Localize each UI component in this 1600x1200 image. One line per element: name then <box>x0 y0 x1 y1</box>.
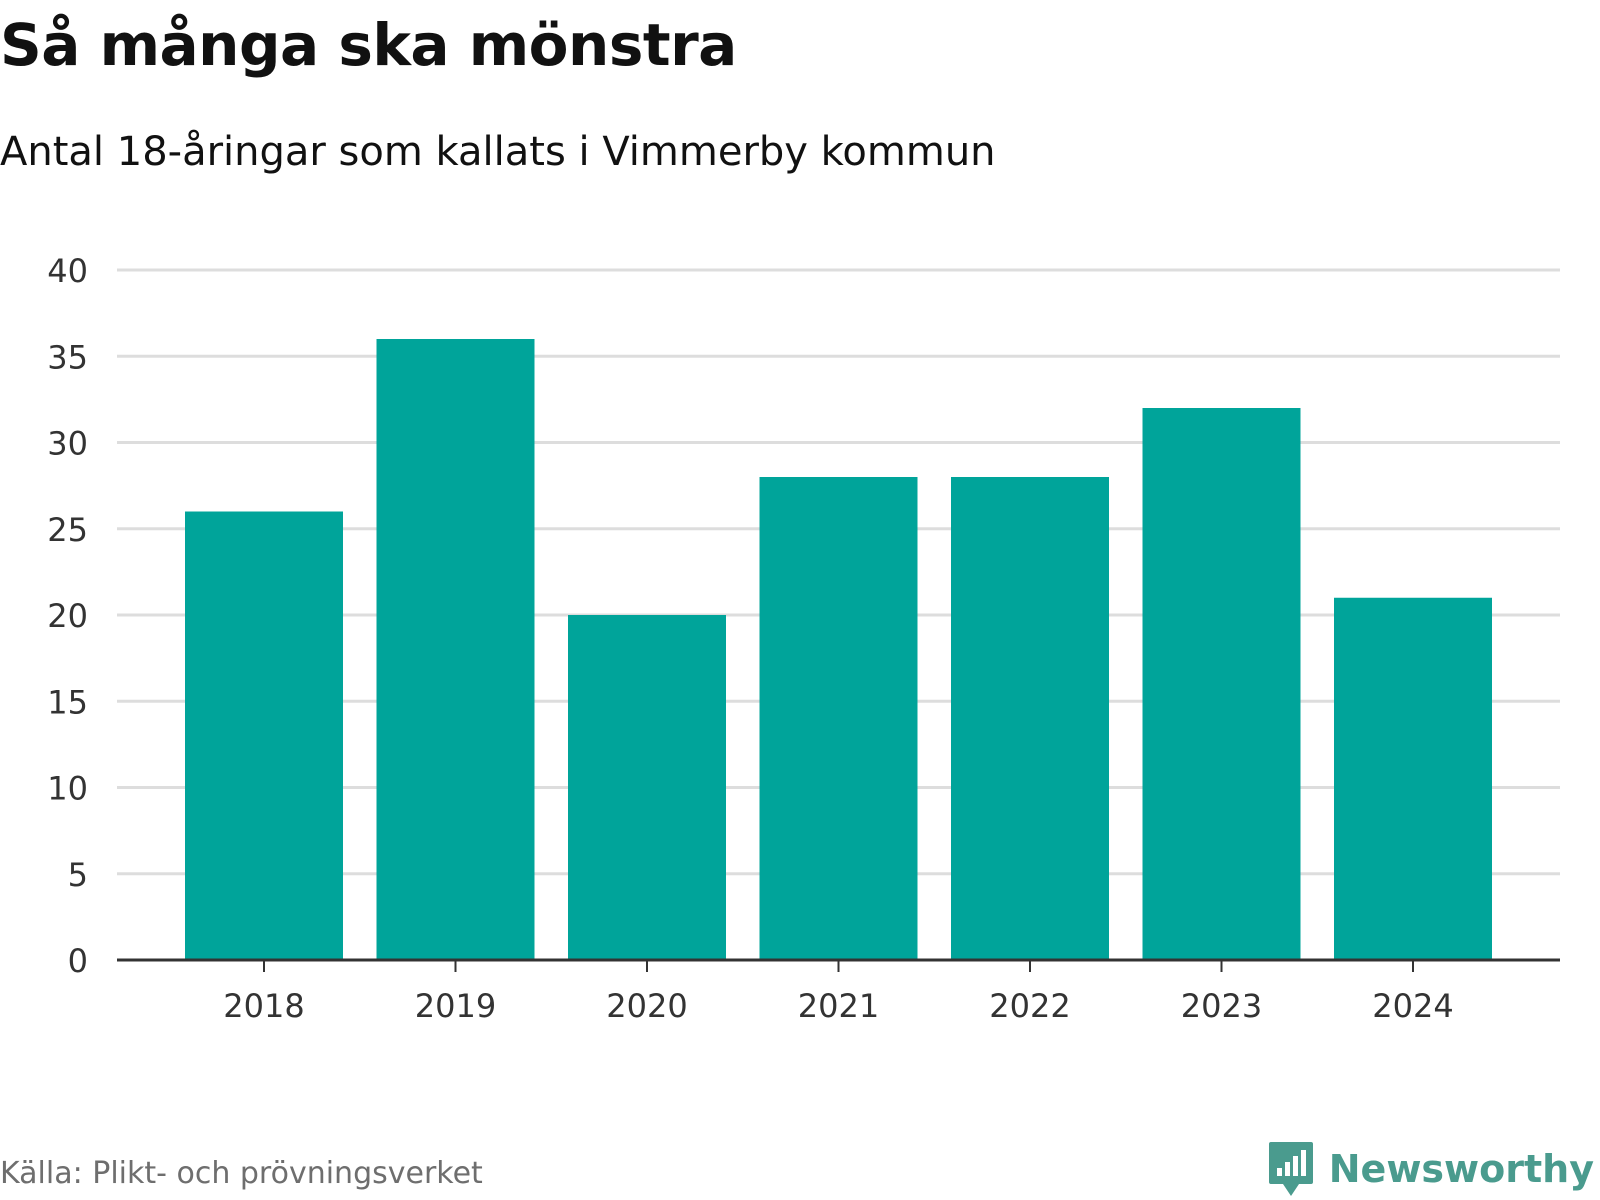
bar <box>568 615 726 960</box>
chart-subtitle: Antal 18-åringar som kallats i Vimmerby … <box>0 129 996 175</box>
bar <box>1142 408 1301 960</box>
x-tick-label: 2022 <box>989 987 1070 1025</box>
x-tick-label: 2019 <box>415 987 496 1025</box>
bar <box>951 477 1109 960</box>
y-tick-label: 35 <box>47 338 88 376</box>
bar-chart-speech-bubble-icon <box>1268 1142 1313 1196</box>
y-tick-label: 15 <box>47 683 88 721</box>
y-tick-label: 5 <box>68 856 88 894</box>
source-note: Källa: Plikt- och prövningsverket <box>0 1156 483 1191</box>
bar <box>1334 597 1492 960</box>
y-tick-label: 0 <box>68 942 88 980</box>
axes: 0 5 10 15 20 25 30 35 40 2018 2019 2020 2021 2022 2023… <box>47 252 1560 1025</box>
bar <box>759 477 918 960</box>
bar <box>185 511 343 960</box>
brand-logo: Newsworthy <box>1267 1140 1594 1198</box>
bar <box>376 339 535 960</box>
y-tick-label: 40 <box>47 252 88 290</box>
x-tick-label: 2024 <box>1372 987 1453 1025</box>
x-tick-label: 2018 <box>223 987 304 1025</box>
brand-name: Newsworthy <box>1328 1147 1594 1191</box>
y-tick-label: 20 <box>47 597 88 635</box>
x-tick-label: 2020 <box>606 987 687 1025</box>
x-tick-label: 2023 <box>1181 987 1262 1025</box>
y-tick-label: 25 <box>47 511 88 549</box>
bars <box>185 339 1492 960</box>
y-tick-label: 10 <box>47 770 88 808</box>
x-tick-label: 2021 <box>798 987 879 1025</box>
chart-title: Så många ska mönstra <box>0 11 737 79</box>
y-tick-label: 30 <box>47 425 88 463</box>
